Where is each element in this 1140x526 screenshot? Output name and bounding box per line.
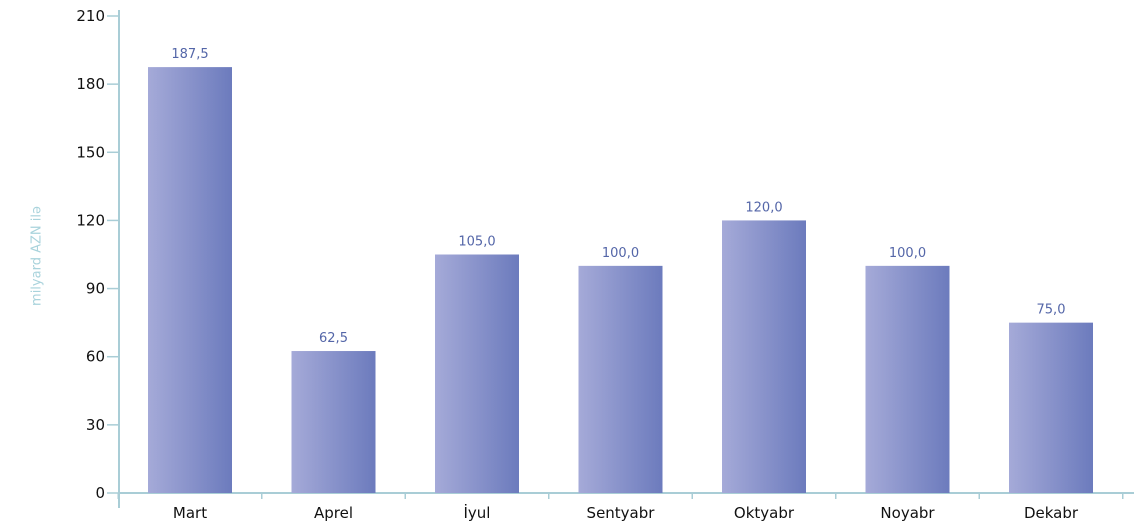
y-tick-label: 150 [76,143,105,161]
bar-value-label: 75,0 [1037,303,1066,318]
bar-value-label: 100,0 [889,246,926,261]
y-tick-label: 180 [76,75,105,93]
x-category-label: Sentyabr [587,504,656,522]
bar-value-label: 105,0 [458,235,495,250]
x-category-label: Aprel [314,504,353,522]
labels: 187,5 Mart 62,5 Aprel 105,0 İyul 100,0 Sentyabr… [171,47,1078,522]
x-category-label: Mart [173,504,207,522]
x-category-label: Noyabr [880,504,935,522]
bar [578,265,663,493]
y-tick-label: 210 [76,7,105,25]
y-tick-label: 0 [95,484,105,502]
x-category-label: İyul [464,503,491,522]
y-tick-label: 90 [86,280,105,298]
bar [435,254,519,493]
bar-value-label: 120,0 [745,200,782,215]
bar-value-label: 187,5 [171,47,208,62]
bar-value-label: 62,5 [319,331,348,346]
bar [1009,322,1093,493]
bar [148,67,232,493]
bar [865,265,950,493]
x-category-label: Oktyabr [734,504,795,522]
axes: 0 30 60 90 120 150 180 210 [76,7,1134,508]
bars [148,67,1093,493]
y-tick-label: 60 [86,348,105,366]
bar [722,220,806,493]
x-category-label: Dekabr [1024,504,1079,522]
y-tick-label: 120 [76,211,105,229]
y-tick-label: 30 [86,416,105,434]
bar [291,351,376,493]
bar-value-label: 100,0 [602,246,639,261]
